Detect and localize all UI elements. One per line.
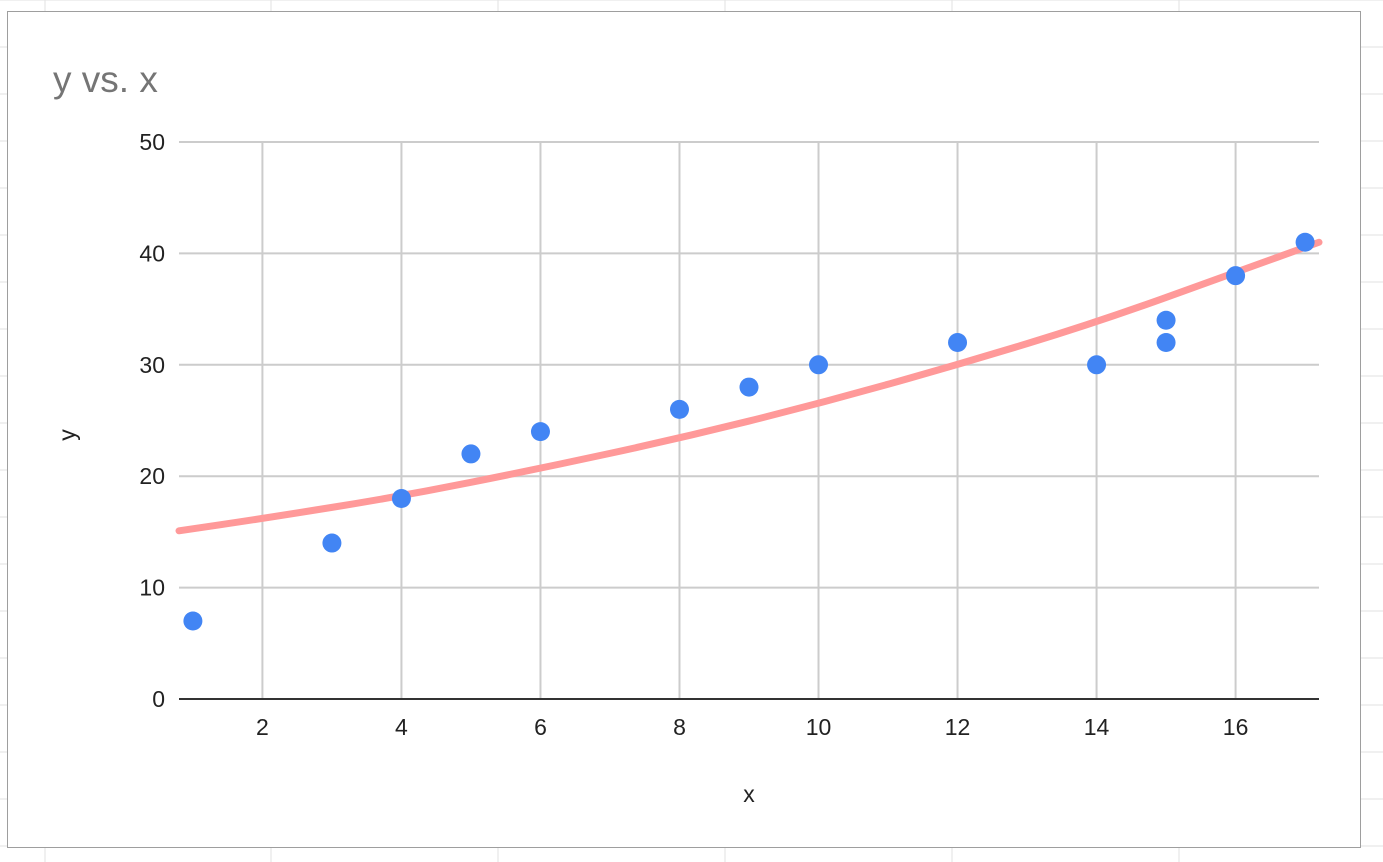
y-axis-title: y	[54, 429, 80, 441]
y-tick-label: 20	[139, 463, 165, 489]
y-tick-label: 50	[139, 129, 165, 155]
data-point	[1156, 333, 1176, 353]
data-point	[1156, 310, 1176, 330]
y-tick-label: 30	[139, 352, 165, 378]
trendline-layer	[175, 238, 1323, 535]
x-tick-label: 16	[1223, 714, 1249, 740]
x-tick-label: 4	[395, 714, 408, 740]
data-point	[1226, 266, 1246, 286]
y-tick-label: 0	[152, 686, 165, 712]
data-point	[391, 488, 411, 508]
chart-container[interactable]: y vs. x 0 10 20 30 40 50 2 4 6 8 10 12 14 16 x y	[7, 11, 1361, 848]
x-tick-label: 2	[256, 714, 269, 740]
x-axis-title: x	[743, 781, 755, 807]
x-tick-label: 12	[945, 714, 971, 740]
trendline	[175, 238, 1323, 535]
scatter-chart: y vs. x 0 10 20 30 40 50 2 4 6 8 10 12 14 16 x y	[53, 59, 1323, 807]
data-point	[1087, 355, 1107, 375]
data-point	[183, 611, 203, 631]
data-point	[809, 355, 829, 375]
data-point	[669, 399, 689, 419]
axis-layer: 0 10 20 30 40 50 2 4 6 8 10 12 14 16	[139, 129, 1319, 740]
data-point	[1295, 232, 1315, 252]
data-point	[322, 533, 342, 553]
data-point	[461, 444, 481, 464]
x-tick-label: 14	[1084, 714, 1110, 740]
y-tick-label: 10	[139, 575, 165, 601]
x-tick-label: 6	[534, 714, 547, 740]
x-tick-label: 8	[673, 714, 686, 740]
data-point	[739, 377, 759, 397]
data-point	[948, 333, 968, 353]
grid-layer	[179, 141, 1319, 699]
chart-title: y vs. x	[53, 59, 158, 100]
y-tick-label: 40	[139, 240, 165, 266]
data-points-layer	[183, 232, 1315, 631]
data-point	[530, 422, 550, 442]
x-tick-label: 10	[806, 714, 832, 740]
